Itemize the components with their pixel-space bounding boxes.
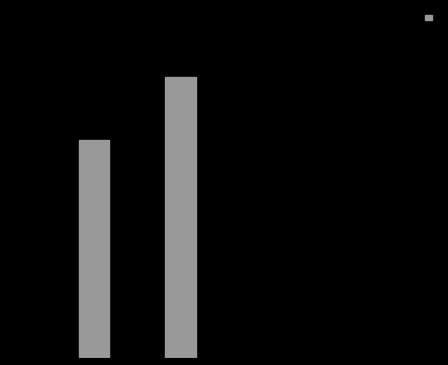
Bar — [165, 77, 196, 358]
Legend:  — [423, 11, 437, 25]
Bar — [78, 141, 109, 358]
